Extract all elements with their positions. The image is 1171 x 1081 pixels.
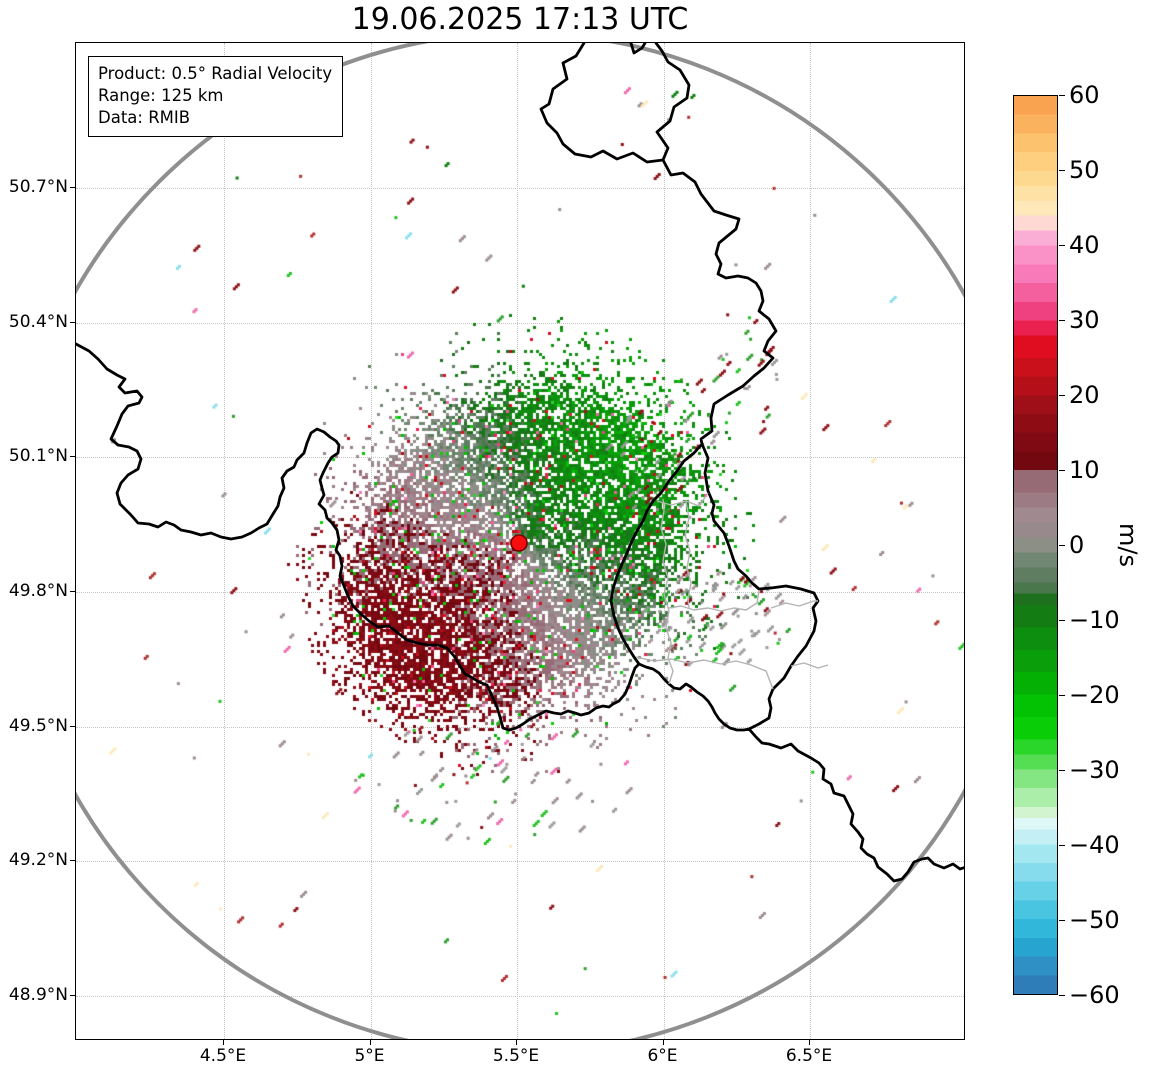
- info-data-source: Data: RMIB: [98, 107, 191, 127]
- colorbar-tick-mark: [1059, 920, 1065, 921]
- colorbar-tick-label: −50: [1069, 906, 1120, 934]
- y-tick-label: 48.9°N: [8, 985, 68, 1005]
- radar-site-dot: [510, 534, 528, 552]
- x-tick-label: 6°E: [647, 1046, 678, 1066]
- colorbar-tick-label: 50: [1069, 156, 1100, 184]
- y-tick-mark: [70, 725, 75, 727]
- y-tick-label: 49.2°N: [8, 850, 68, 871]
- colorbar-tick-mark: [1059, 470, 1065, 471]
- colorbar-tick-mark: [1059, 320, 1065, 321]
- colorbar-tick-label: −60: [1069, 981, 1120, 1009]
- border-belgium-germany: [661, 158, 778, 446]
- colorbar-tick-label: 20: [1069, 381, 1100, 409]
- info-product: Product: 0.5° Radial Velocity: [98, 64, 333, 83]
- colorbar-tick-mark: [1059, 695, 1065, 696]
- info-range: Range: 125 km: [98, 85, 224, 105]
- x-tick-mark: [223, 1040, 224, 1045]
- colorbar-tick-mark: [1059, 95, 1065, 96]
- y-tick-label: 49.8°N: [8, 581, 68, 601]
- colorbar: [1013, 95, 1058, 995]
- y-tick-label: 50.1°N: [8, 446, 68, 467]
- colorbar-tick-mark: [1059, 545, 1065, 546]
- x-tick-label: 6.5°E: [785, 1046, 833, 1066]
- colorbar-tick-mark: [1059, 845, 1065, 846]
- y-tick-mark: [70, 591, 75, 592]
- x-tick-mark: [369, 1040, 371, 1045]
- colorbar-unit-label: m/s: [1113, 523, 1142, 567]
- x-tick-mark: [516, 1040, 517, 1045]
- colorbar-tick-mark: [1059, 770, 1065, 771]
- info-box: Product: 0.5° Radial Velocity Range: 125…: [88, 56, 344, 137]
- border-france: [76, 342, 964, 883]
- colorbar-tick-label: 60: [1069, 81, 1100, 109]
- x-tick-label: 5°E: [354, 1046, 385, 1066]
- colorbar-tick-mark: [1059, 170, 1065, 171]
- x-tick-label: 4.5°E: [199, 1046, 247, 1066]
- border-netherlands-blob: [539, 43, 691, 164]
- plot-title: 19.06.2025 17:13 UTC: [351, 2, 689, 37]
- colorbar-tick-mark: [1059, 245, 1065, 246]
- y-tick-label: 50.7°N: [8, 177, 68, 197]
- district-borders: [635, 492, 829, 690]
- x-tick-label: 5.5°E: [492, 1046, 540, 1066]
- colorbar-tick-label: −40: [1069, 831, 1120, 859]
- national-borders: [76, 43, 964, 883]
- x-tick-mark: [662, 1040, 664, 1045]
- colorbar-tick-mark: [1059, 620, 1065, 621]
- colorbar-tick-mark: [1059, 395, 1065, 396]
- border-top-notch: [629, 43, 647, 55]
- colorbar-tick-label: −20: [1069, 681, 1120, 709]
- y-tick-mark: [70, 321, 75, 323]
- map-plot-area: Product: 0.5° Radial Velocity Range: 125…: [75, 42, 965, 1040]
- y-tick-mark: [70, 187, 75, 188]
- colorbar-tick-label: 10: [1069, 456, 1100, 484]
- colorbar-tick-label: 40: [1069, 231, 1100, 259]
- y-tick-label: 49.5°N: [8, 715, 68, 736]
- colorbar-tick-label: −30: [1069, 756, 1120, 784]
- colorbar-tick-label: −10: [1069, 606, 1120, 634]
- map-borders-svg: [76, 43, 964, 1039]
- y-tick-label: 50.4°N: [8, 311, 68, 332]
- y-tick-mark: [70, 860, 75, 862]
- border-belgium-luxembourg: [609, 442, 704, 666]
- y-tick-mark: [70, 995, 75, 996]
- y-tick-mark: [70, 456, 75, 458]
- colorbar-tick-mark: [1059, 995, 1065, 996]
- x-tick-mark: [809, 1040, 810, 1045]
- colorbar-tick-label: 0: [1069, 531, 1085, 559]
- colorbar-tick-label: 30: [1069, 306, 1100, 334]
- border-luxembourg-germany: [700, 442, 820, 731]
